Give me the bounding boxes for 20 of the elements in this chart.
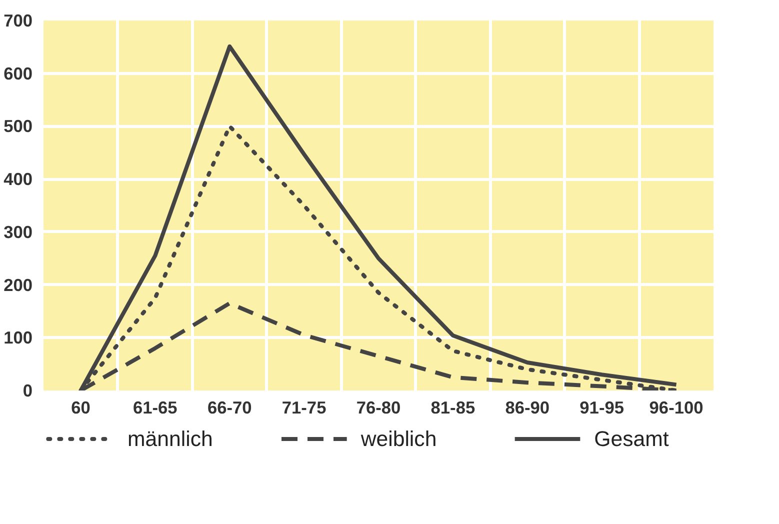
x-tick-label: 86-90: [505, 398, 550, 418]
y-tick-label: 400: [4, 169, 33, 190]
y-tick-label: 700: [4, 10, 33, 30]
x-tick-label: 76-80: [356, 398, 401, 418]
y-tick-label: 600: [4, 63, 33, 84]
x-tick-label: 61-65: [133, 398, 178, 418]
y-tick-label: 200: [4, 274, 33, 295]
legend-label: Gesamt: [594, 427, 669, 451]
y-tick-label: 100: [4, 328, 33, 348]
x-tick-label: 96-100: [649, 398, 704, 418]
y-tick-label: 0: [22, 380, 33, 400]
x-tick-label: 81-85: [430, 398, 476, 418]
legend-label: männlich: [128, 427, 213, 451]
x-tick-label: 66-70: [207, 398, 252, 418]
y-tick-label: 300: [4, 222, 33, 242]
x-tick-label: 71-75: [282, 398, 327, 418]
y-tick-label: 500: [4, 116, 33, 136]
x-tick-label: 91-95: [580, 398, 624, 418]
legend-label: weiblich: [360, 427, 437, 451]
x-tick-label: 60: [71, 398, 90, 418]
